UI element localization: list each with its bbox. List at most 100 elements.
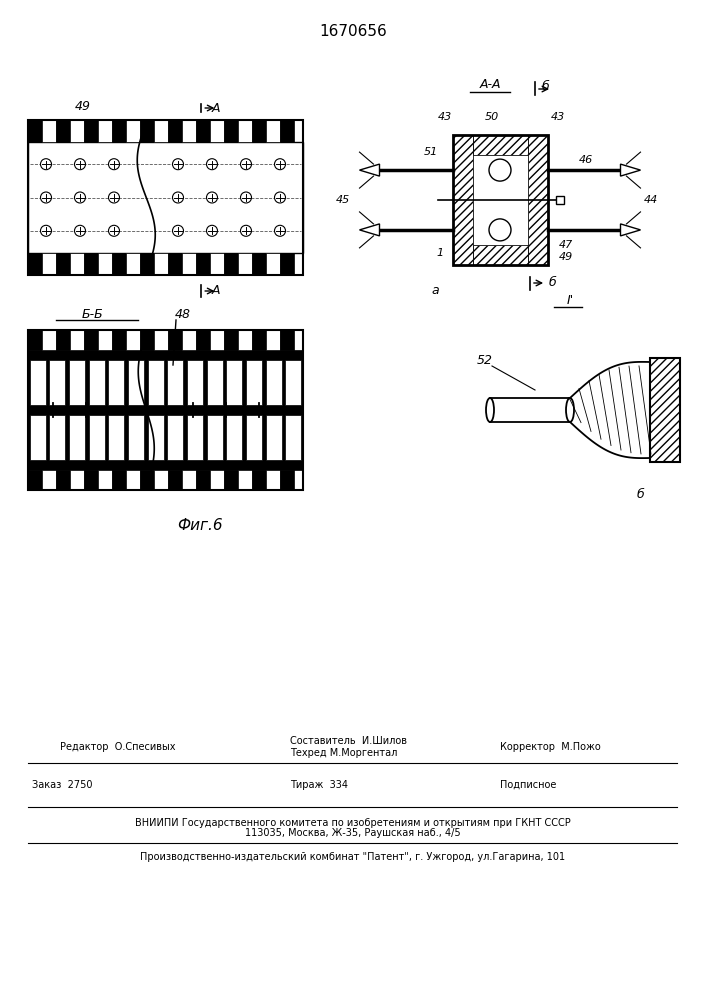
- Bar: [206, 415, 223, 460]
- Text: 44: 44: [643, 195, 658, 205]
- Text: А: А: [212, 284, 221, 298]
- Bar: [89, 360, 105, 405]
- Text: Корректор  М.Пожо: Корректор М.Пожо: [500, 742, 601, 752]
- Bar: [154, 120, 168, 142]
- Circle shape: [206, 225, 218, 236]
- Bar: [472, 155, 527, 245]
- Bar: [126, 253, 140, 275]
- Text: Подписное: Подписное: [500, 780, 556, 790]
- Bar: [196, 253, 210, 275]
- Bar: [28, 142, 303, 253]
- Polygon shape: [359, 164, 380, 176]
- Bar: [168, 120, 182, 142]
- Bar: [224, 253, 238, 275]
- Bar: [224, 120, 238, 142]
- Bar: [42, 120, 56, 142]
- Bar: [238, 470, 252, 490]
- Text: Составитель  И.Шилов: Составитель И.Шилов: [290, 736, 407, 746]
- Bar: [98, 120, 112, 142]
- Text: 46: 46: [578, 155, 592, 165]
- Bar: [70, 330, 84, 350]
- Bar: [266, 470, 280, 490]
- Bar: [69, 415, 85, 460]
- Bar: [70, 120, 84, 142]
- Text: 48: 48: [175, 308, 191, 320]
- Bar: [112, 330, 126, 350]
- Bar: [154, 330, 168, 350]
- Bar: [140, 330, 154, 350]
- Circle shape: [206, 192, 218, 203]
- Bar: [56, 253, 70, 275]
- Bar: [42, 330, 56, 350]
- Bar: [89, 415, 105, 460]
- Bar: [226, 415, 243, 460]
- Circle shape: [489, 219, 511, 241]
- Circle shape: [173, 192, 184, 203]
- Bar: [84, 253, 98, 275]
- Text: 49: 49: [559, 252, 573, 262]
- Bar: [452, 135, 472, 265]
- Bar: [224, 330, 238, 350]
- Text: 45: 45: [335, 195, 350, 205]
- Bar: [28, 330, 42, 350]
- Bar: [140, 120, 154, 142]
- Bar: [30, 415, 46, 460]
- Text: 50: 50: [485, 112, 499, 122]
- Circle shape: [74, 192, 86, 203]
- Bar: [148, 360, 164, 405]
- Bar: [182, 330, 196, 350]
- Bar: [42, 470, 56, 490]
- Text: б: б: [541, 81, 549, 94]
- Circle shape: [74, 225, 86, 236]
- Circle shape: [274, 159, 286, 170]
- Text: Производственно-издательский комбинат "Патент", г. Ужгород, ул.Гагарина, 101: Производственно-издательский комбинат "П…: [141, 852, 566, 862]
- Bar: [128, 360, 144, 405]
- Bar: [140, 253, 154, 275]
- Bar: [210, 253, 224, 275]
- Bar: [266, 120, 280, 142]
- Bar: [238, 330, 252, 350]
- Bar: [196, 330, 210, 350]
- Circle shape: [40, 225, 52, 236]
- Circle shape: [40, 192, 52, 203]
- Text: 43: 43: [550, 112, 565, 122]
- Bar: [140, 470, 154, 490]
- Polygon shape: [621, 164, 641, 176]
- Bar: [472, 135, 527, 155]
- Bar: [168, 360, 183, 405]
- Bar: [108, 360, 124, 405]
- Circle shape: [108, 225, 119, 236]
- Text: Б-Б: Б-Б: [82, 308, 104, 320]
- Bar: [108, 415, 124, 460]
- Bar: [182, 253, 196, 275]
- Circle shape: [274, 192, 286, 203]
- Text: Редактор  О.Спесивых: Редактор О.Спесивых: [60, 742, 175, 752]
- Bar: [168, 415, 183, 460]
- Text: 43: 43: [438, 112, 452, 122]
- Bar: [28, 350, 303, 470]
- Bar: [266, 330, 280, 350]
- Text: 1: 1: [437, 248, 444, 258]
- Bar: [280, 470, 294, 490]
- Bar: [266, 253, 280, 275]
- Bar: [238, 120, 252, 142]
- Bar: [154, 253, 168, 275]
- Bar: [98, 253, 112, 275]
- Text: I': I': [566, 294, 573, 306]
- Bar: [252, 470, 266, 490]
- Bar: [187, 415, 203, 460]
- Bar: [556, 196, 563, 204]
- Bar: [69, 360, 85, 405]
- Bar: [42, 253, 56, 275]
- Circle shape: [489, 159, 511, 181]
- Bar: [210, 330, 224, 350]
- Bar: [154, 470, 168, 490]
- Bar: [252, 120, 266, 142]
- Bar: [56, 330, 70, 350]
- Text: 47: 47: [559, 240, 573, 250]
- Bar: [28, 120, 42, 142]
- Bar: [187, 360, 203, 405]
- Bar: [650, 358, 680, 462]
- Circle shape: [40, 159, 52, 170]
- Bar: [168, 253, 182, 275]
